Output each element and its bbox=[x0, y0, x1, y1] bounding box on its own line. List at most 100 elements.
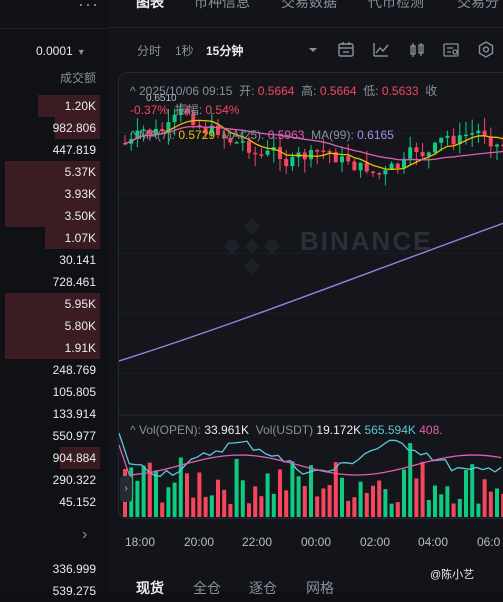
list-item: 133.914 bbox=[52, 407, 96, 421]
volume-bar bbox=[160, 502, 165, 517]
list-item: 248.769 bbox=[52, 363, 96, 377]
candle-body bbox=[464, 134, 468, 137]
vol-collapse-icon[interactable]: ^ bbox=[130, 423, 136, 437]
candle-body bbox=[216, 125, 220, 135]
volume-bar bbox=[464, 470, 468, 517]
volume-bar bbox=[470, 464, 475, 517]
volume-bar bbox=[488, 491, 493, 517]
ohlc-info: ^ 2025/10/06 09:15 开: 0.5664 高: 0.5664 低… bbox=[130, 82, 437, 99]
candle-body bbox=[476, 130, 481, 134]
list-item: 290.322 bbox=[52, 473, 96, 487]
precision-select[interactable]: 0.0001 ▼ bbox=[36, 44, 86, 58]
candle-body bbox=[197, 125, 202, 128]
timeframe-1s[interactable]: 1秒 bbox=[175, 44, 194, 58]
candle-body bbox=[284, 159, 289, 167]
candle-body bbox=[141, 129, 146, 132]
tab-chart[interactable]: 图表 bbox=[136, 0, 164, 10]
candle-body bbox=[395, 163, 400, 168]
x-tick: 00:00 bbox=[301, 535, 332, 549]
list-item: 5.95K bbox=[64, 297, 96, 311]
ma-legend: ^ MA(7): 0.5729 MA(25): 0.5963 MA(99): 0… bbox=[130, 128, 394, 142]
candle-body bbox=[383, 170, 388, 175]
candle-body bbox=[457, 135, 462, 145]
volume-bar bbox=[240, 480, 245, 517]
candle-body bbox=[309, 150, 313, 160]
ma7-line bbox=[124, 119, 503, 171]
ma-collapse-icon[interactable]: ^ bbox=[130, 128, 136, 142]
volume-bar bbox=[216, 479, 220, 517]
candle-body bbox=[488, 136, 493, 147]
more-dots-icon[interactable]: ··· bbox=[78, 0, 99, 14]
depth-bar bbox=[45, 227, 100, 249]
candle-style-icon[interactable] bbox=[408, 41, 426, 59]
candle-body bbox=[352, 161, 357, 171]
candle-body bbox=[209, 125, 214, 134]
volume-bar bbox=[278, 469, 282, 517]
tab-trade-more[interactable]: 交易分 bbox=[457, 0, 499, 10]
volume-bar bbox=[265, 473, 270, 517]
candle-body bbox=[445, 135, 450, 138]
timeframe-15m[interactable]: 15分钟 bbox=[206, 44, 244, 58]
tab-grid[interactable]: 网格 bbox=[306, 580, 334, 596]
chevron-left-icon[interactable]: › bbox=[120, 476, 132, 502]
precision-value: 0.0001 bbox=[36, 44, 73, 58]
volume-bar bbox=[352, 497, 357, 517]
list-item: 105.805 bbox=[52, 385, 96, 399]
tab-spot[interactable]: 现货 bbox=[136, 580, 164, 596]
candle-body bbox=[315, 150, 320, 152]
candle-body bbox=[495, 144, 499, 147]
high-price-marker: 0.6510 bbox=[146, 93, 177, 104]
volume-bar bbox=[302, 486, 307, 517]
timeframe-tick[interactable]: 分时 bbox=[137, 44, 162, 58]
volume-ma-line bbox=[119, 432, 502, 478]
candle-body bbox=[470, 133, 475, 135]
change-value: -0.37% bbox=[130, 103, 169, 117]
x-tick: 20:00 bbox=[184, 535, 215, 549]
ohlc-collapse-icon[interactable]: ^ bbox=[130, 84, 136, 98]
volume-bar bbox=[495, 488, 499, 517]
tab-coin-info[interactable]: 币种信息 bbox=[194, 0, 250, 10]
tab-token-check[interactable]: 代币检测 bbox=[368, 0, 424, 10]
volume-bar bbox=[197, 472, 202, 517]
volume-bar bbox=[259, 496, 264, 517]
depth-bar bbox=[38, 95, 100, 117]
tab-isolated[interactable]: 逐仓 bbox=[249, 580, 277, 596]
settings-icon[interactable] bbox=[477, 41, 495, 59]
candle-body bbox=[178, 108, 183, 115]
tab-trade-data[interactable]: 交易数据 bbox=[281, 0, 337, 10]
ma25-label: MA(25): bbox=[221, 128, 265, 142]
draw-tools-icon[interactable] bbox=[442, 41, 460, 59]
depth-bar bbox=[5, 337, 100, 359]
volume-bar bbox=[327, 484, 332, 517]
chevron-right-icon[interactable]: › bbox=[82, 526, 88, 543]
candle-body bbox=[482, 130, 487, 137]
volume-bar bbox=[315, 496, 320, 517]
volume-bar bbox=[377, 480, 382, 517]
volume-bar bbox=[383, 489, 388, 517]
calendar-icon[interactable] bbox=[337, 41, 355, 59]
volume-bar bbox=[420, 461, 425, 517]
depth-bar bbox=[5, 183, 100, 205]
volume-bar bbox=[340, 477, 344, 517]
binance-logo-icon bbox=[222, 216, 282, 281]
volume-bar bbox=[482, 479, 487, 517]
tab-cross[interactable]: 全仓 bbox=[193, 580, 221, 596]
volume-ma2-line bbox=[119, 444, 502, 476]
volume-bar bbox=[445, 486, 450, 517]
list-item: 336.999 bbox=[52, 562, 96, 576]
kline-chart[interactable] bbox=[118, 72, 503, 519]
ohlc-datetime: 2025/10/06 09:15 bbox=[138, 84, 233, 98]
close-label: 收 bbox=[425, 84, 438, 98]
volume-bar bbox=[439, 494, 444, 517]
indicator-icon[interactable] bbox=[372, 41, 390, 59]
candle-body bbox=[501, 144, 503, 147]
volume-bar bbox=[457, 498, 462, 517]
dropdown-caret-icon[interactable] bbox=[304, 41, 322, 59]
candle-body bbox=[402, 158, 406, 168]
volume-bar bbox=[290, 461, 295, 517]
ma99-line bbox=[119, 222, 503, 362]
x-tick: 06:0 bbox=[477, 535, 501, 549]
top-tabs: 图表 币种信息 交易数据 代币检测 交易分 bbox=[108, 0, 503, 28]
volume-bar bbox=[321, 488, 326, 517]
candle-body bbox=[358, 162, 363, 171]
